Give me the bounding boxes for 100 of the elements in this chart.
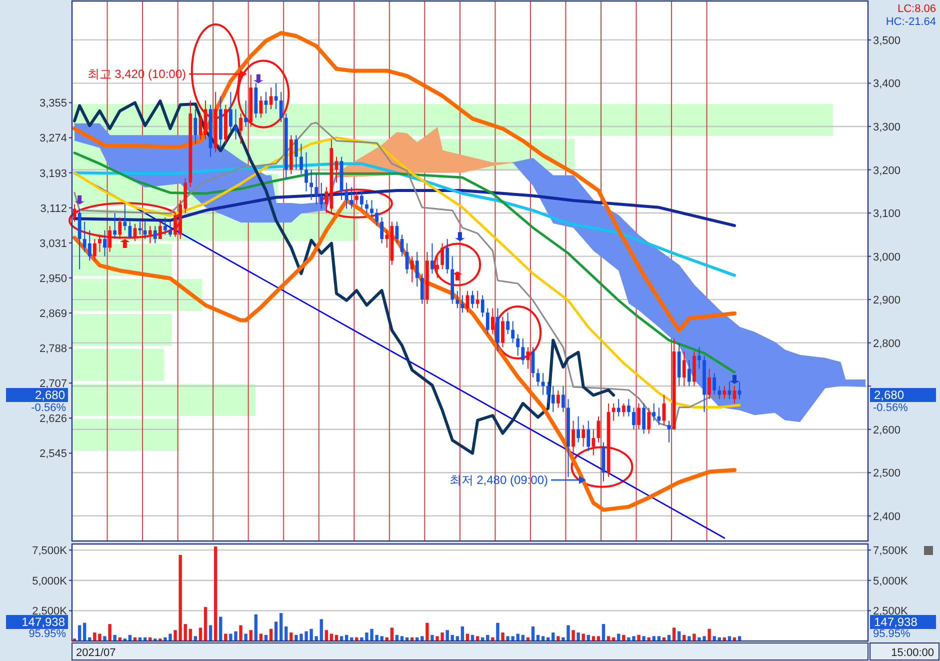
candlestick: [546, 381, 550, 404]
y-tick-label: 2,500K: [32, 606, 68, 618]
candlestick: [138, 221, 142, 236]
bar: [184, 624, 187, 641]
y-tick-label: 2,600: [873, 424, 901, 436]
bar: [198, 628, 202, 641]
y2-tick-label: 2,626: [39, 413, 67, 426]
y2-tick-label: 2,788: [39, 343, 67, 356]
candlestick: [626, 398, 630, 417]
bar: [108, 624, 112, 641]
bar: [637, 634, 640, 641]
y2-tick-label: 3,112: [40, 202, 67, 215]
bar: [324, 630, 328, 641]
y2-tick-label: 3,193: [39, 168, 67, 180]
bar: [219, 616, 222, 641]
y2-tick-label: 3,355: [39, 98, 67, 110]
bar: [688, 636, 691, 641]
candlestick: [551, 386, 555, 413]
candlestick: [722, 386, 726, 400]
text: 95.95%: [28, 628, 66, 640]
candlestick: [687, 360, 691, 387]
candlestick: [415, 251, 419, 288]
bar: [708, 628, 711, 641]
candlestick: [460, 294, 464, 314]
line-series: [72, 31, 736, 332]
bar: [78, 625, 82, 641]
candlestick: [128, 221, 132, 240]
candlestick: [113, 212, 117, 240]
y2-tick-label: 2,869: [39, 308, 67, 320]
candlestick: [279, 91, 283, 123]
candlestick: [103, 230, 106, 257]
y-tick-label: 2,500: [873, 468, 901, 480]
y-tick-label: 3,200: [873, 164, 901, 177]
candlestick: [728, 381, 732, 400]
bar: [466, 634, 470, 641]
text: 15:00:00: [891, 647, 934, 659]
bar: [73, 349, 164, 381]
candlestick: [476, 290, 480, 309]
candlestick: [420, 273, 424, 304]
candlestick: [652, 402, 656, 422]
candlestick: [194, 108, 198, 144]
line-series: [73, 189, 736, 228]
y2-tick-label: 3,031: [39, 238, 67, 250]
candlestick: [616, 398, 620, 417]
candlestick: [164, 216, 167, 236]
candlestick: [698, 346, 701, 370]
candlestick: [572, 420, 575, 456]
bar: [572, 630, 575, 641]
bar: [254, 614, 258, 641]
candlestick: [541, 372, 545, 396]
bar: [582, 634, 585, 641]
bar: [692, 634, 696, 641]
candlestick: [228, 91, 232, 132]
candlestick: [430, 242, 434, 274]
candlestick: [410, 256, 414, 283]
bar: [460, 626, 464, 641]
candlestick: [92, 238, 96, 262]
candlestick: [123, 204, 127, 231]
bar: [496, 622, 500, 641]
y-tick-label: 5,000K: [32, 575, 68, 588]
candlestick: [582, 424, 586, 448]
candlestick: [486, 308, 490, 335]
text: 147,938: [22, 615, 66, 629]
candlestick: [708, 368, 712, 400]
y2-tick-label: 2,707: [39, 378, 67, 390]
candlestick: [586, 420, 590, 452]
bar: [430, 634, 434, 641]
bar: [204, 607, 208, 641]
text: 2021/07: [76, 647, 116, 659]
text: 95.95%: [873, 628, 911, 640]
bar: [244, 634, 248, 641]
candlestick: [269, 87, 273, 110]
candlestick: [274, 82, 278, 110]
y-tick-label: 3,100: [873, 208, 901, 220]
y-tick-label: 2,800: [873, 338, 901, 350]
y-tick-label: 3,000: [873, 251, 901, 264]
bar: [73, 314, 172, 346]
candlestick: [576, 416, 580, 443]
bar: [290, 632, 293, 641]
candlestick: [647, 407, 651, 434]
candlestick: [612, 402, 616, 422]
candlestick: [536, 368, 540, 387]
bar: [712, 636, 716, 641]
candlestick: [244, 100, 248, 127]
bar: [73, 384, 256, 416]
candlestick: [632, 407, 636, 430]
candlestick: [380, 216, 384, 244]
candlestick: [738, 381, 742, 400]
candlestick: [712, 372, 716, 396]
candlestick: [259, 96, 263, 118]
candlestick: [657, 407, 661, 426]
candlestick: [480, 294, 484, 318]
bar: [73, 419, 180, 451]
text: -0.56%: [873, 402, 908, 414]
candlestick: [143, 221, 147, 240]
bar: [330, 634, 334, 641]
candlestick: [682, 350, 686, 387]
line-series: [73, 152, 736, 374]
candlestick: [622, 402, 626, 417]
bar: [279, 613, 283, 641]
